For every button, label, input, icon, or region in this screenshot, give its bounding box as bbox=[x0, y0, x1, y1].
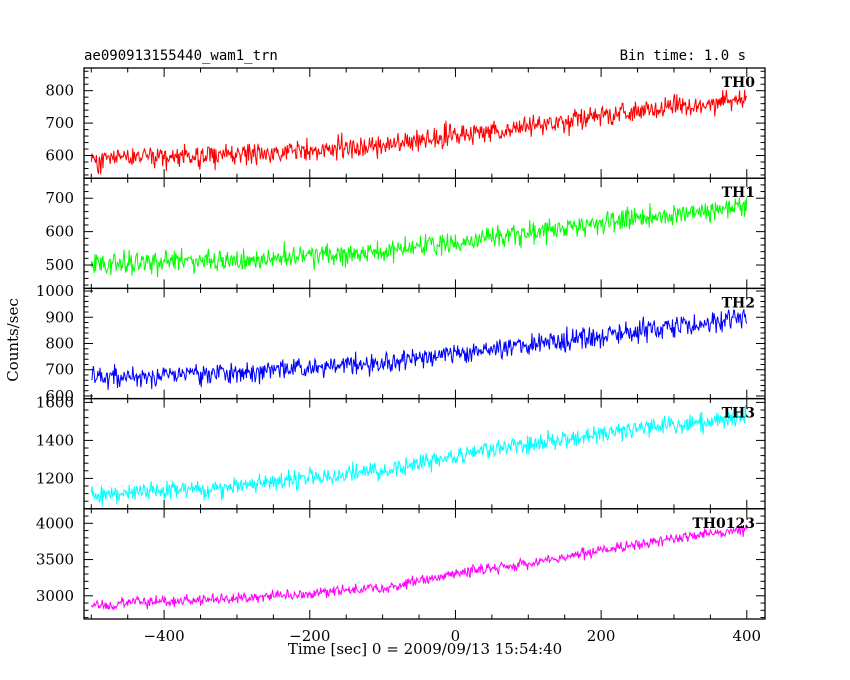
panel-frame bbox=[83, 287, 766, 400]
x-tick-label: 400 bbox=[732, 627, 761, 645]
y-tick-label: 900 bbox=[45, 308, 74, 326]
y-tick-label: 600 bbox=[45, 223, 74, 241]
series-line-th0123 bbox=[90, 523, 748, 611]
series-line-th2 bbox=[91, 309, 748, 390]
panel-label: TH1 bbox=[722, 185, 755, 201]
x-tick-label: 0 bbox=[451, 627, 461, 645]
series-line-th3 bbox=[90, 404, 748, 507]
y-tick-label: 500 bbox=[45, 256, 74, 274]
panel-frame bbox=[83, 508, 766, 620]
y-tick-label: 600 bbox=[45, 387, 74, 405]
y-tick-label: 700 bbox=[45, 189, 74, 207]
y-tick-label: 3500 bbox=[36, 551, 74, 569]
y-tick-label: 800 bbox=[45, 335, 74, 353]
bin-time-label: Bin time: 1.0 s bbox=[620, 48, 746, 64]
series-line-th1 bbox=[90, 197, 748, 278]
y-tick-label: 1600 bbox=[36, 393, 74, 411]
x-tick-label: −400 bbox=[144, 627, 185, 645]
y-tick-label: 700 bbox=[45, 361, 74, 379]
x-tick-label: 200 bbox=[587, 627, 616, 645]
panel-label: TH3 bbox=[722, 406, 755, 422]
y-tick-label: 600 bbox=[45, 147, 74, 165]
y-tick-label: 1400 bbox=[36, 431, 74, 449]
y-tick-label: 700 bbox=[45, 114, 74, 132]
y-tick-label: 800 bbox=[45, 82, 74, 100]
y-tick-label: 4000 bbox=[36, 514, 74, 532]
y-tick-label: 1200 bbox=[36, 469, 74, 487]
x-axis: −400 −200 0 200 400 bbox=[144, 627, 762, 645]
x-tick-label: −200 bbox=[289, 627, 330, 645]
panel-th0123: 3000 3500 4000 TH0123 bbox=[36, 508, 766, 620]
panel-th3: 1200 1400 1600 TH3 bbox=[36, 393, 766, 510]
panel-frame bbox=[83, 67, 766, 179]
y-tick-label: 1000 bbox=[36, 282, 74, 300]
panel-th1: 500 600 700 TH1 bbox=[45, 177, 766, 290]
y-tick-label: 3000 bbox=[36, 587, 74, 605]
chart-title: ae090913155440_wam1_trn bbox=[84, 48, 278, 64]
series-line-th0 bbox=[90, 89, 747, 175]
panel-frame bbox=[83, 177, 766, 290]
panel-label: TH0 bbox=[722, 75, 756, 91]
y-axis-label: Counts/sec bbox=[4, 298, 22, 382]
panel-th0: 600 700 800 TH0 bbox=[45, 67, 766, 179]
panels: 600 700 800 TH0 500 600 700 TH1 600 700 800 900 1000… bbox=[36, 67, 766, 620]
x-axis-label: Time [sec] 0 = 2009/09/13 15:54:40 bbox=[288, 640, 562, 658]
panel-th2: 600 700 800 900 1000 TH2 bbox=[36, 282, 766, 405]
panel-label: TH0123 bbox=[692, 516, 755, 532]
panel-label: TH2 bbox=[722, 295, 755, 311]
